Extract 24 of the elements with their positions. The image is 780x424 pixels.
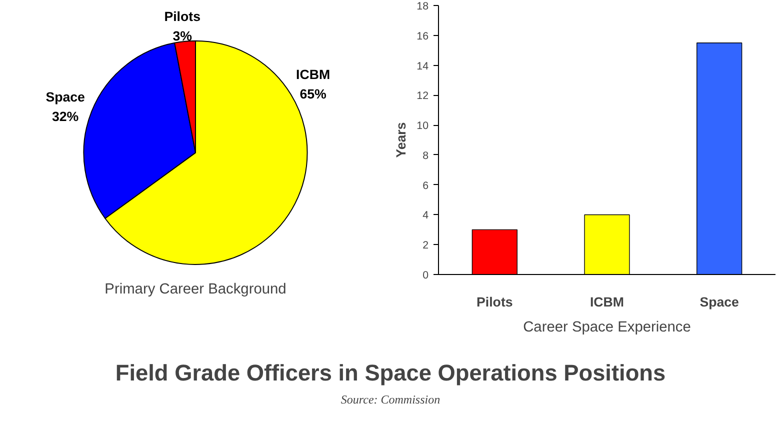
text: Primary Career Background	[104, 282, 286, 298]
x-tick-label: ICBM	[590, 294, 624, 310]
y-tick-label: 10	[416, 120, 429, 132]
y-axis-title: Years	[394, 122, 409, 158]
slice-label: ICBM	[296, 66, 330, 82]
x-tick-label: Pilots	[476, 294, 513, 310]
y-tick-label: 14	[416, 60, 429, 72]
slice-label: Pilots	[164, 9, 201, 24]
y-tick-label: 16	[416, 30, 429, 42]
slice-label: Space	[46, 89, 85, 104]
data-label: 3%	[172, 28, 192, 44]
y-tick-label: 6	[422, 180, 429, 192]
y-tick-label: 18	[416, 0, 429, 12]
y-tick-label: 0	[422, 270, 429, 282]
data-label: 65%	[300, 86, 327, 102]
text: Career Space Experience	[523, 320, 691, 336]
y-tick-label: 12	[416, 90, 429, 102]
y-tick-label: 2	[422, 240, 429, 252]
y-tick-label: 4	[422, 210, 429, 222]
data-label: 32%	[52, 108, 79, 124]
x-tick-label: Space	[700, 294, 739, 310]
y-tick-label: 8	[422, 150, 429, 162]
source-note: Source: Commission	[340, 392, 440, 406]
text: Field Grade Officers in Space Operations Positions	[115, 359, 666, 386]
